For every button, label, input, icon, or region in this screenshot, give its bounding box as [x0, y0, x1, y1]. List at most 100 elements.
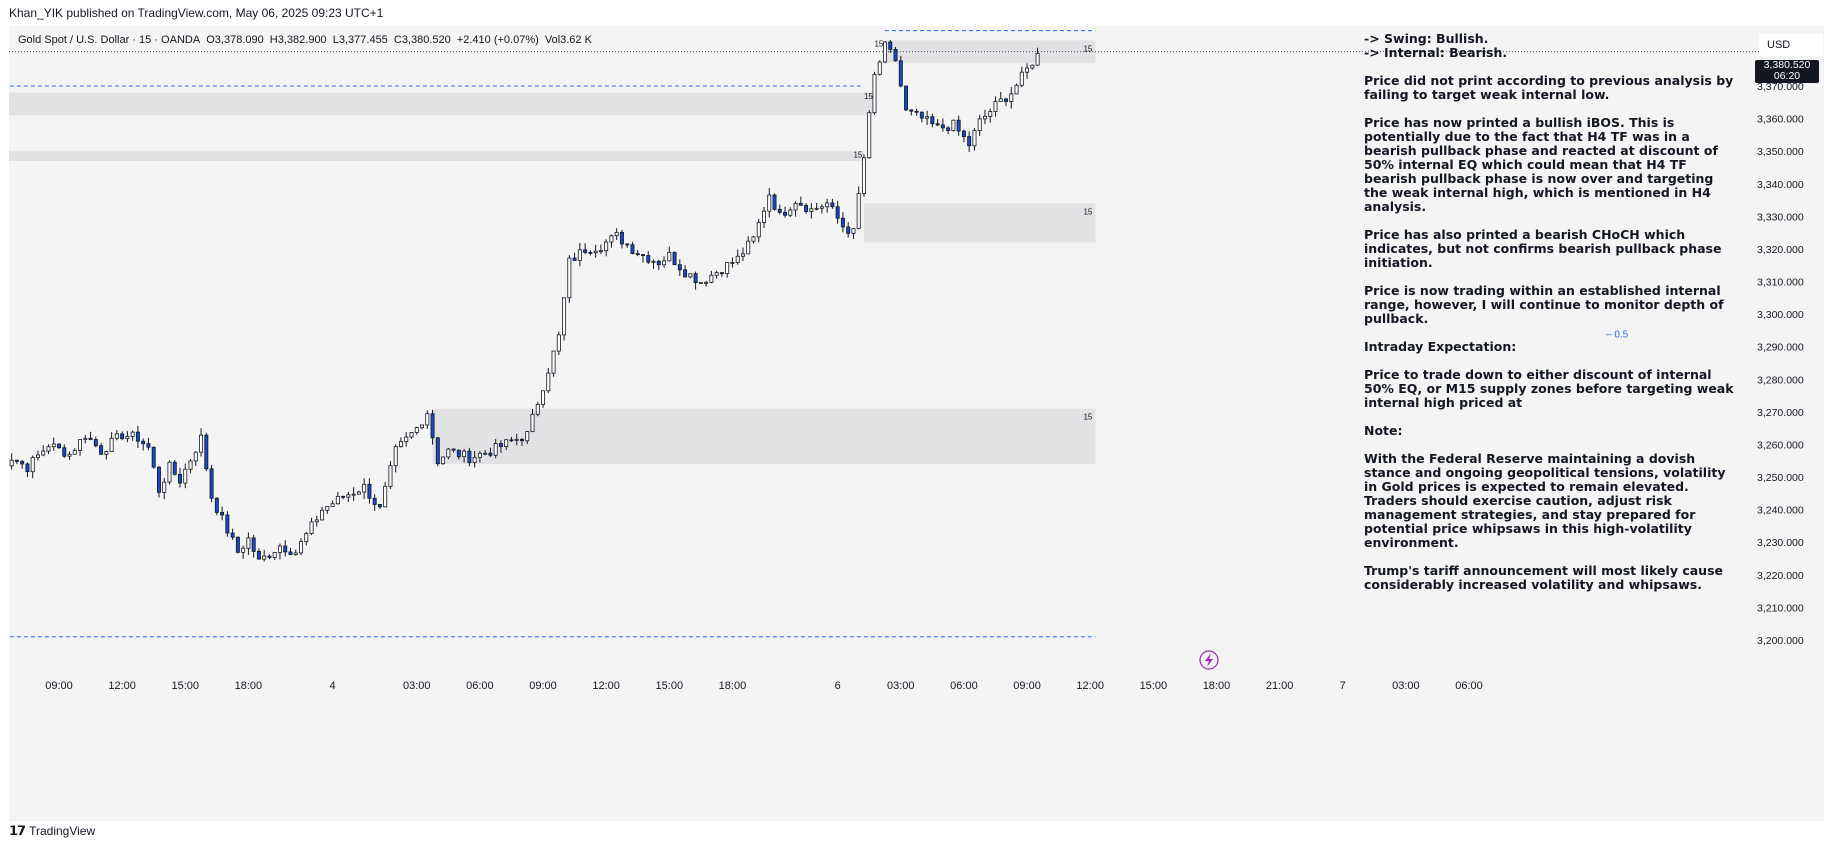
- candle: [861, 157, 866, 194]
- candle: [498, 443, 503, 447]
- price-chart[interactable]: 15 15 15 15 15 15 – 0.5 3,370.000 3,360.000 3,350…: [9, 26, 1824, 821]
- candle: [241, 547, 246, 553]
- candle: [246, 537, 251, 549]
- candle: [662, 260, 667, 266]
- candle: [214, 497, 219, 513]
- candle: [398, 441, 403, 447]
- candle: [451, 448, 456, 451]
- candle: [277, 545, 282, 553]
- candle: [877, 61, 882, 75]
- candle: [835, 206, 840, 219]
- note-paragraph: Price has now printed a bullish iBOS. Th…: [1364, 115, 1718, 214]
- candle: [946, 127, 951, 132]
- candle: [598, 250, 603, 253]
- zone-label: 15: [1083, 413, 1092, 422]
- candle: [488, 452, 493, 456]
- x-tick-label: 03:00: [887, 680, 915, 692]
- candle: [88, 437, 93, 440]
- candle: [930, 116, 935, 125]
- candle: [356, 491, 361, 495]
- candle: [114, 433, 119, 439]
- x-tick-label: 15:00: [1140, 680, 1168, 692]
- candle: [251, 537, 256, 552]
- candle: [57, 443, 61, 449]
- candle: [567, 257, 572, 299]
- candle: [514, 438, 519, 441]
- candle: [383, 485, 388, 508]
- candle: [572, 257, 577, 261]
- x-tick-label: 12:00: [108, 680, 136, 692]
- candle: [951, 119, 956, 132]
- candle: [925, 116, 930, 119]
- analysis-notes: -> Swing: Bullish. -> Internal: Bearish.…: [1364, 32, 1734, 606]
- candle: [593, 250, 598, 254]
- candle: [204, 434, 209, 470]
- x-tick-label: 06:00: [466, 680, 494, 692]
- candle: [535, 404, 540, 415]
- candle: [641, 254, 645, 256]
- currency-selector[interactable]: USD: [1759, 34, 1823, 56]
- zone-label: 15: [1083, 44, 1092, 53]
- x-tick-label: 18:00: [235, 680, 263, 692]
- candle: [635, 253, 640, 256]
- candle: [867, 112, 872, 159]
- candle: [583, 249, 588, 253]
- y-tick-label: 3,330.000: [1757, 211, 1804, 223]
- candle: [467, 450, 472, 464]
- x-tick-label: 03:00: [403, 680, 431, 692]
- note-paragraph: Price did not print according to previou…: [1364, 73, 1734, 102]
- swing-bias: -> Swing: Bullish.: [1364, 31, 1489, 46]
- candle: [162, 481, 167, 493]
- candle: [883, 41, 887, 63]
- x-tick-label: 09:00: [1013, 680, 1041, 692]
- x-tick-label: 12:00: [592, 680, 620, 692]
- x-tick-label: 18:00: [1203, 680, 1231, 692]
- publish-header: Khan_YIK published on TradingView.com, M…: [9, 6, 384, 20]
- candle: [414, 427, 419, 433]
- candle: [456, 449, 461, 458]
- note-paragraph: Price has also printed a bearish CHoCH w…: [1364, 227, 1722, 270]
- symbol-name[interactable]: Gold Spot / U.S. Dollar · 15 · OANDA: [18, 34, 201, 46]
- candle: [146, 443, 151, 448]
- candle: [809, 208, 814, 212]
- last-price-tag: 3,380.520 06:20: [1755, 60, 1819, 83]
- candle: [388, 465, 393, 487]
- y-tick-label: 3,360.000: [1757, 114, 1804, 126]
- candle: [109, 437, 114, 453]
- x-tick-label: 6: [835, 680, 841, 692]
- candle: [904, 85, 909, 111]
- candle: [14, 459, 19, 462]
- candle: [730, 262, 735, 264]
- chart-area[interactable]: 15 15 15 15 15 15 – 0.5 3,370.000 3,360.000 3,350…: [9, 26, 1824, 821]
- candle: [78, 439, 83, 451]
- candle: [509, 439, 514, 442]
- candle: [914, 110, 919, 113]
- candle: [193, 451, 198, 462]
- x-tick-label: 15:00: [172, 680, 200, 692]
- y-tick-label: 3,250.000: [1757, 472, 1804, 484]
- candle: [156, 466, 161, 493]
- candle: [293, 552, 298, 555]
- candle: [130, 431, 135, 437]
- candle: [709, 274, 714, 283]
- candle: [330, 503, 335, 507]
- candle: [683, 269, 688, 278]
- candle: [909, 109, 914, 112]
- candle: [630, 244, 635, 255]
- candle: [46, 446, 51, 452]
- x-tick-label: 09:00: [529, 680, 557, 692]
- candle: [1009, 93, 1014, 102]
- ohlc-low: L3,377.455: [332, 34, 388, 46]
- candle: [735, 255, 740, 263]
- candle: [719, 272, 724, 275]
- supply-demand-zone: [863, 203, 1096, 243]
- tradingview-footer[interactable]: 𝟭𝟳 TradingView: [9, 823, 95, 839]
- candle: [777, 208, 782, 213]
- candle: [220, 512, 225, 516]
- candle: [314, 519, 319, 523]
- candle: [472, 456, 477, 464]
- candle: [851, 228, 856, 234]
- candle: [225, 514, 230, 534]
- candle: [783, 211, 788, 216]
- candle: [67, 453, 72, 457]
